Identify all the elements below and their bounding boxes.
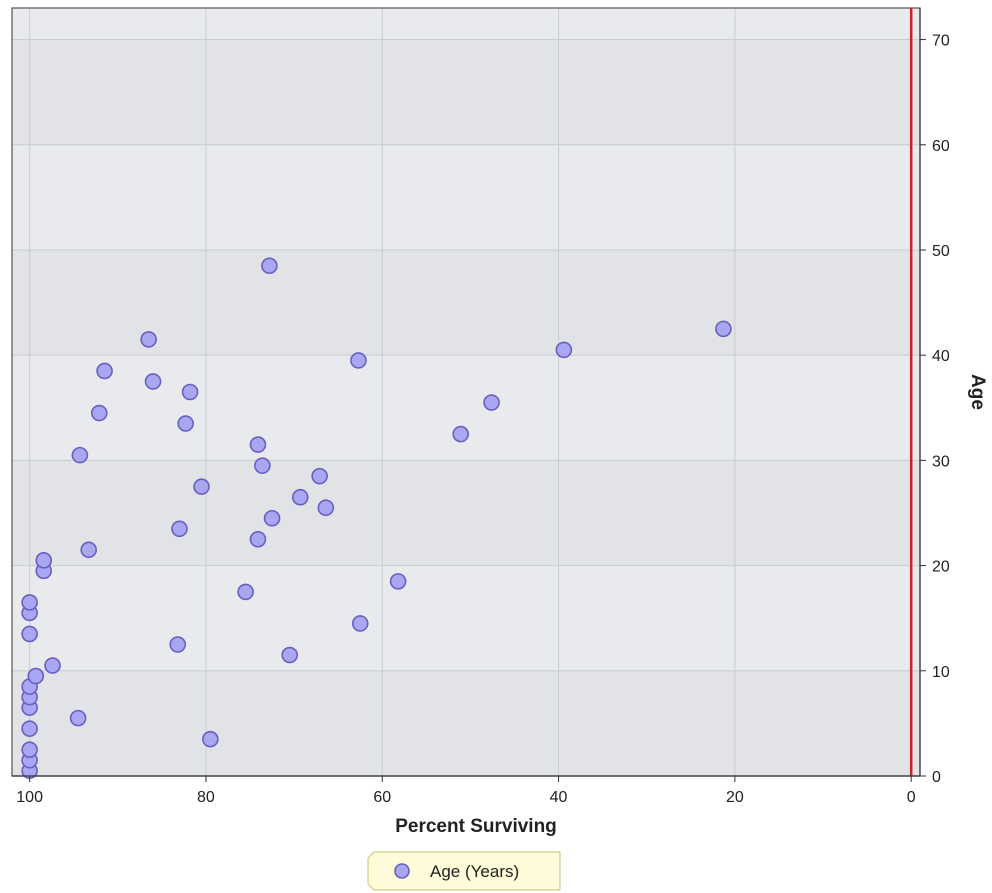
data-point (249, 436, 267, 453)
data-point (311, 467, 328, 485)
y-tick-label: 50 (932, 243, 950, 260)
data-point (483, 394, 500, 411)
plot-band (12, 460, 920, 566)
y-tick-label: 0 (932, 769, 941, 786)
data-point (193, 478, 210, 495)
data-point (350, 352, 367, 369)
y-tick-label: 30 (932, 453, 950, 470)
data-point (263, 509, 281, 527)
data-point (317, 499, 335, 517)
data-point (177, 415, 194, 432)
plot-band (12, 670, 920, 776)
plot-band (12, 39, 920, 145)
y-tick-label: 10 (932, 664, 950, 681)
data-point (27, 667, 45, 685)
plot-band (12, 355, 920, 461)
y-axis-title: Age (967, 374, 988, 410)
x-tick-label: 100 (16, 789, 43, 806)
legend-box (367, 851, 561, 891)
y-tick-label: 70 (932, 33, 950, 50)
legend-marker (394, 863, 410, 879)
y-tick-label: 60 (932, 138, 950, 155)
data-point (389, 573, 407, 590)
data-point (144, 373, 162, 390)
x-axis-ticks: 100 80 60 40 20 0 (16, 776, 916, 806)
data-point (71, 446, 89, 464)
data-points (21, 257, 732, 780)
data-point (202, 730, 219, 748)
plot-band (12, 249, 920, 356)
data-point (291, 488, 309, 506)
data-point (169, 636, 187, 653)
plot-band (12, 144, 920, 250)
x-axis-title: Percent Surviving (395, 816, 557, 837)
data-point (35, 552, 53, 569)
y-tick-label: 20 (932, 559, 950, 576)
data-point (555, 341, 573, 359)
data-point (21, 625, 38, 643)
y-tick-label: 40 (932, 348, 950, 365)
data-point (261, 257, 278, 275)
legend-label: Age (Years) (430, 862, 519, 881)
data-point (351, 615, 369, 632)
data-point (249, 530, 267, 548)
data-point (452, 425, 470, 443)
data-point (21, 594, 38, 611)
x-tick-label: 0 (907, 789, 916, 806)
plot-band (12, 565, 920, 671)
data-point (96, 362, 113, 380)
data-point (281, 646, 298, 664)
plot-band (12, 8, 920, 40)
data-point (90, 404, 108, 422)
data-point (80, 541, 97, 559)
data-point (254, 457, 271, 474)
data-point (44, 657, 61, 674)
data-point (181, 383, 199, 401)
data-point (21, 741, 38, 758)
legend: Age (Years) (367, 851, 561, 891)
data-point (140, 331, 157, 348)
data-point (69, 709, 87, 727)
x-tick-label: 80 (197, 789, 215, 806)
x-tick-label: 60 (373, 789, 391, 806)
y-axis-ticks: 0 10 20 30 40 50 60 70 (920, 33, 950, 786)
x-tick-label: 40 (550, 789, 568, 806)
plot-bands (12, 8, 920, 776)
data-point (237, 583, 254, 601)
x-tick-label: 20 (726, 789, 744, 806)
data-point (21, 720, 38, 737)
data-point (171, 520, 188, 538)
data-point (715, 320, 732, 338)
